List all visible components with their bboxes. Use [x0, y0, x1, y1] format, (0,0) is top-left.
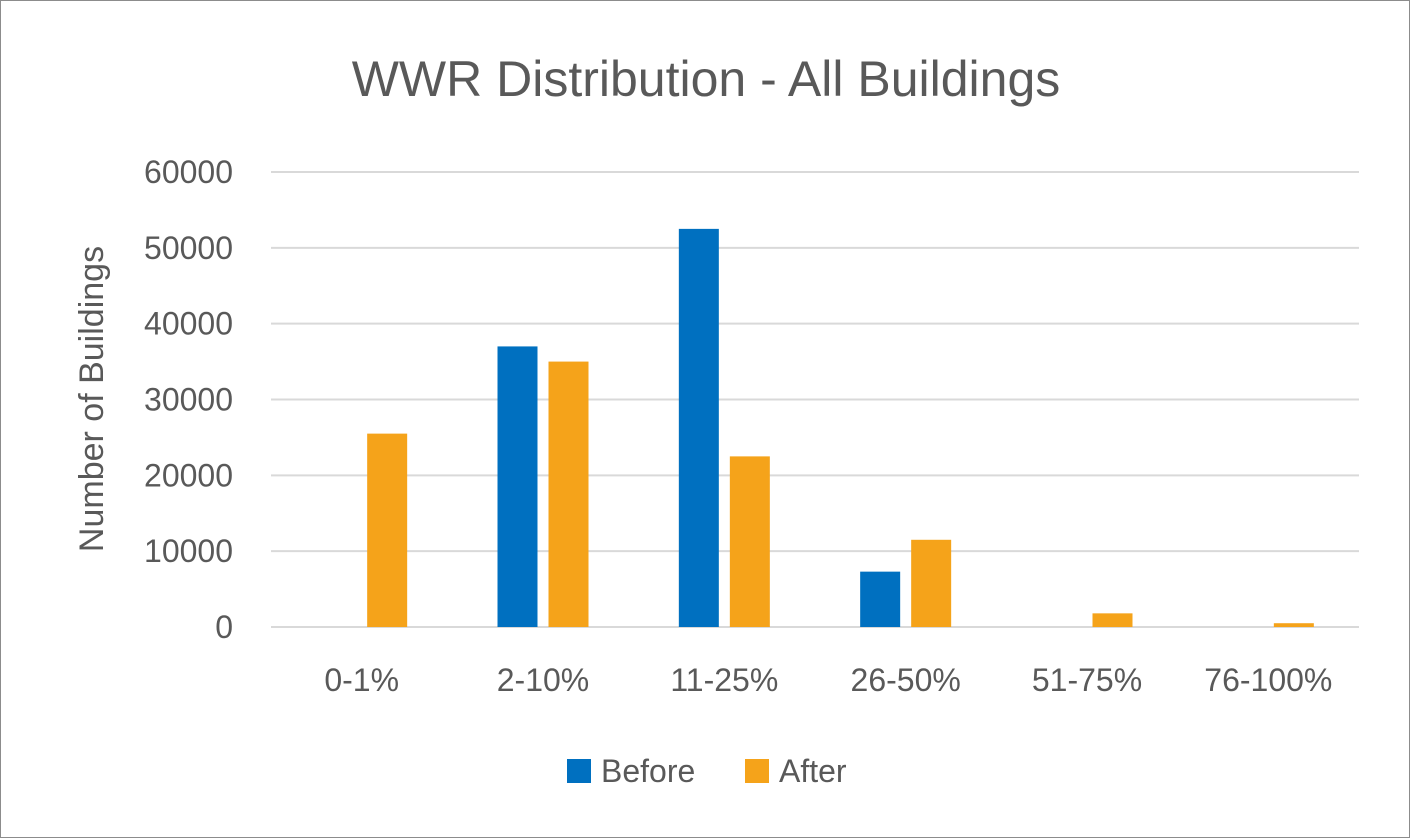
bar-before-1 [497, 346, 538, 627]
bar-after-2 [729, 456, 770, 627]
x-tick-label: 51-75% [1032, 662, 1142, 698]
bar-after-1 [548, 361, 589, 627]
y-tick-label: 0 [215, 609, 233, 645]
y-tick-label: 20000 [144, 457, 233, 493]
y-tick-label: 60000 [144, 154, 233, 190]
y-tick-label: 40000 [144, 306, 233, 342]
legend-swatch-before [567, 759, 591, 783]
legend-swatch-after [745, 759, 769, 783]
bar-after-5 [1273, 623, 1314, 627]
y-tick-label: 50000 [144, 230, 233, 266]
x-tick-labels: 0-1% 2-10% 11-25% 26-50% 51-75% 76-100% [324, 662, 1332, 698]
x-tick-label: 0-1% [324, 662, 399, 698]
gridlines [271, 171, 1359, 628]
legend: Before After [567, 753, 847, 789]
bar-before-2 [678, 228, 719, 627]
bar-after-0 [367, 433, 408, 627]
bars [367, 228, 1314, 627]
legend-label-before: Before [601, 753, 695, 789]
bar-before-3 [860, 571, 901, 627]
chart-title: WWR Distribution - All Buildings [352, 51, 1061, 107]
bar-after-4 [1092, 613, 1133, 627]
legend-label-after: After [779, 753, 847, 789]
y-tick-label: 10000 [144, 533, 233, 569]
y-axis-title: Number of Buildings [73, 246, 111, 552]
x-tick-label: 11-25% [670, 662, 778, 698]
x-tick-label: 2-10% [497, 662, 590, 698]
bar-after-3 [911, 539, 952, 627]
y-tick-label: 30000 [144, 382, 233, 418]
x-tick-label: 76-100% [1204, 662, 1332, 698]
y-tick-labels: 0 10000 20000 30000 40000 50000 60000 [144, 154, 233, 645]
x-tick-label: 26-50% [851, 662, 961, 698]
